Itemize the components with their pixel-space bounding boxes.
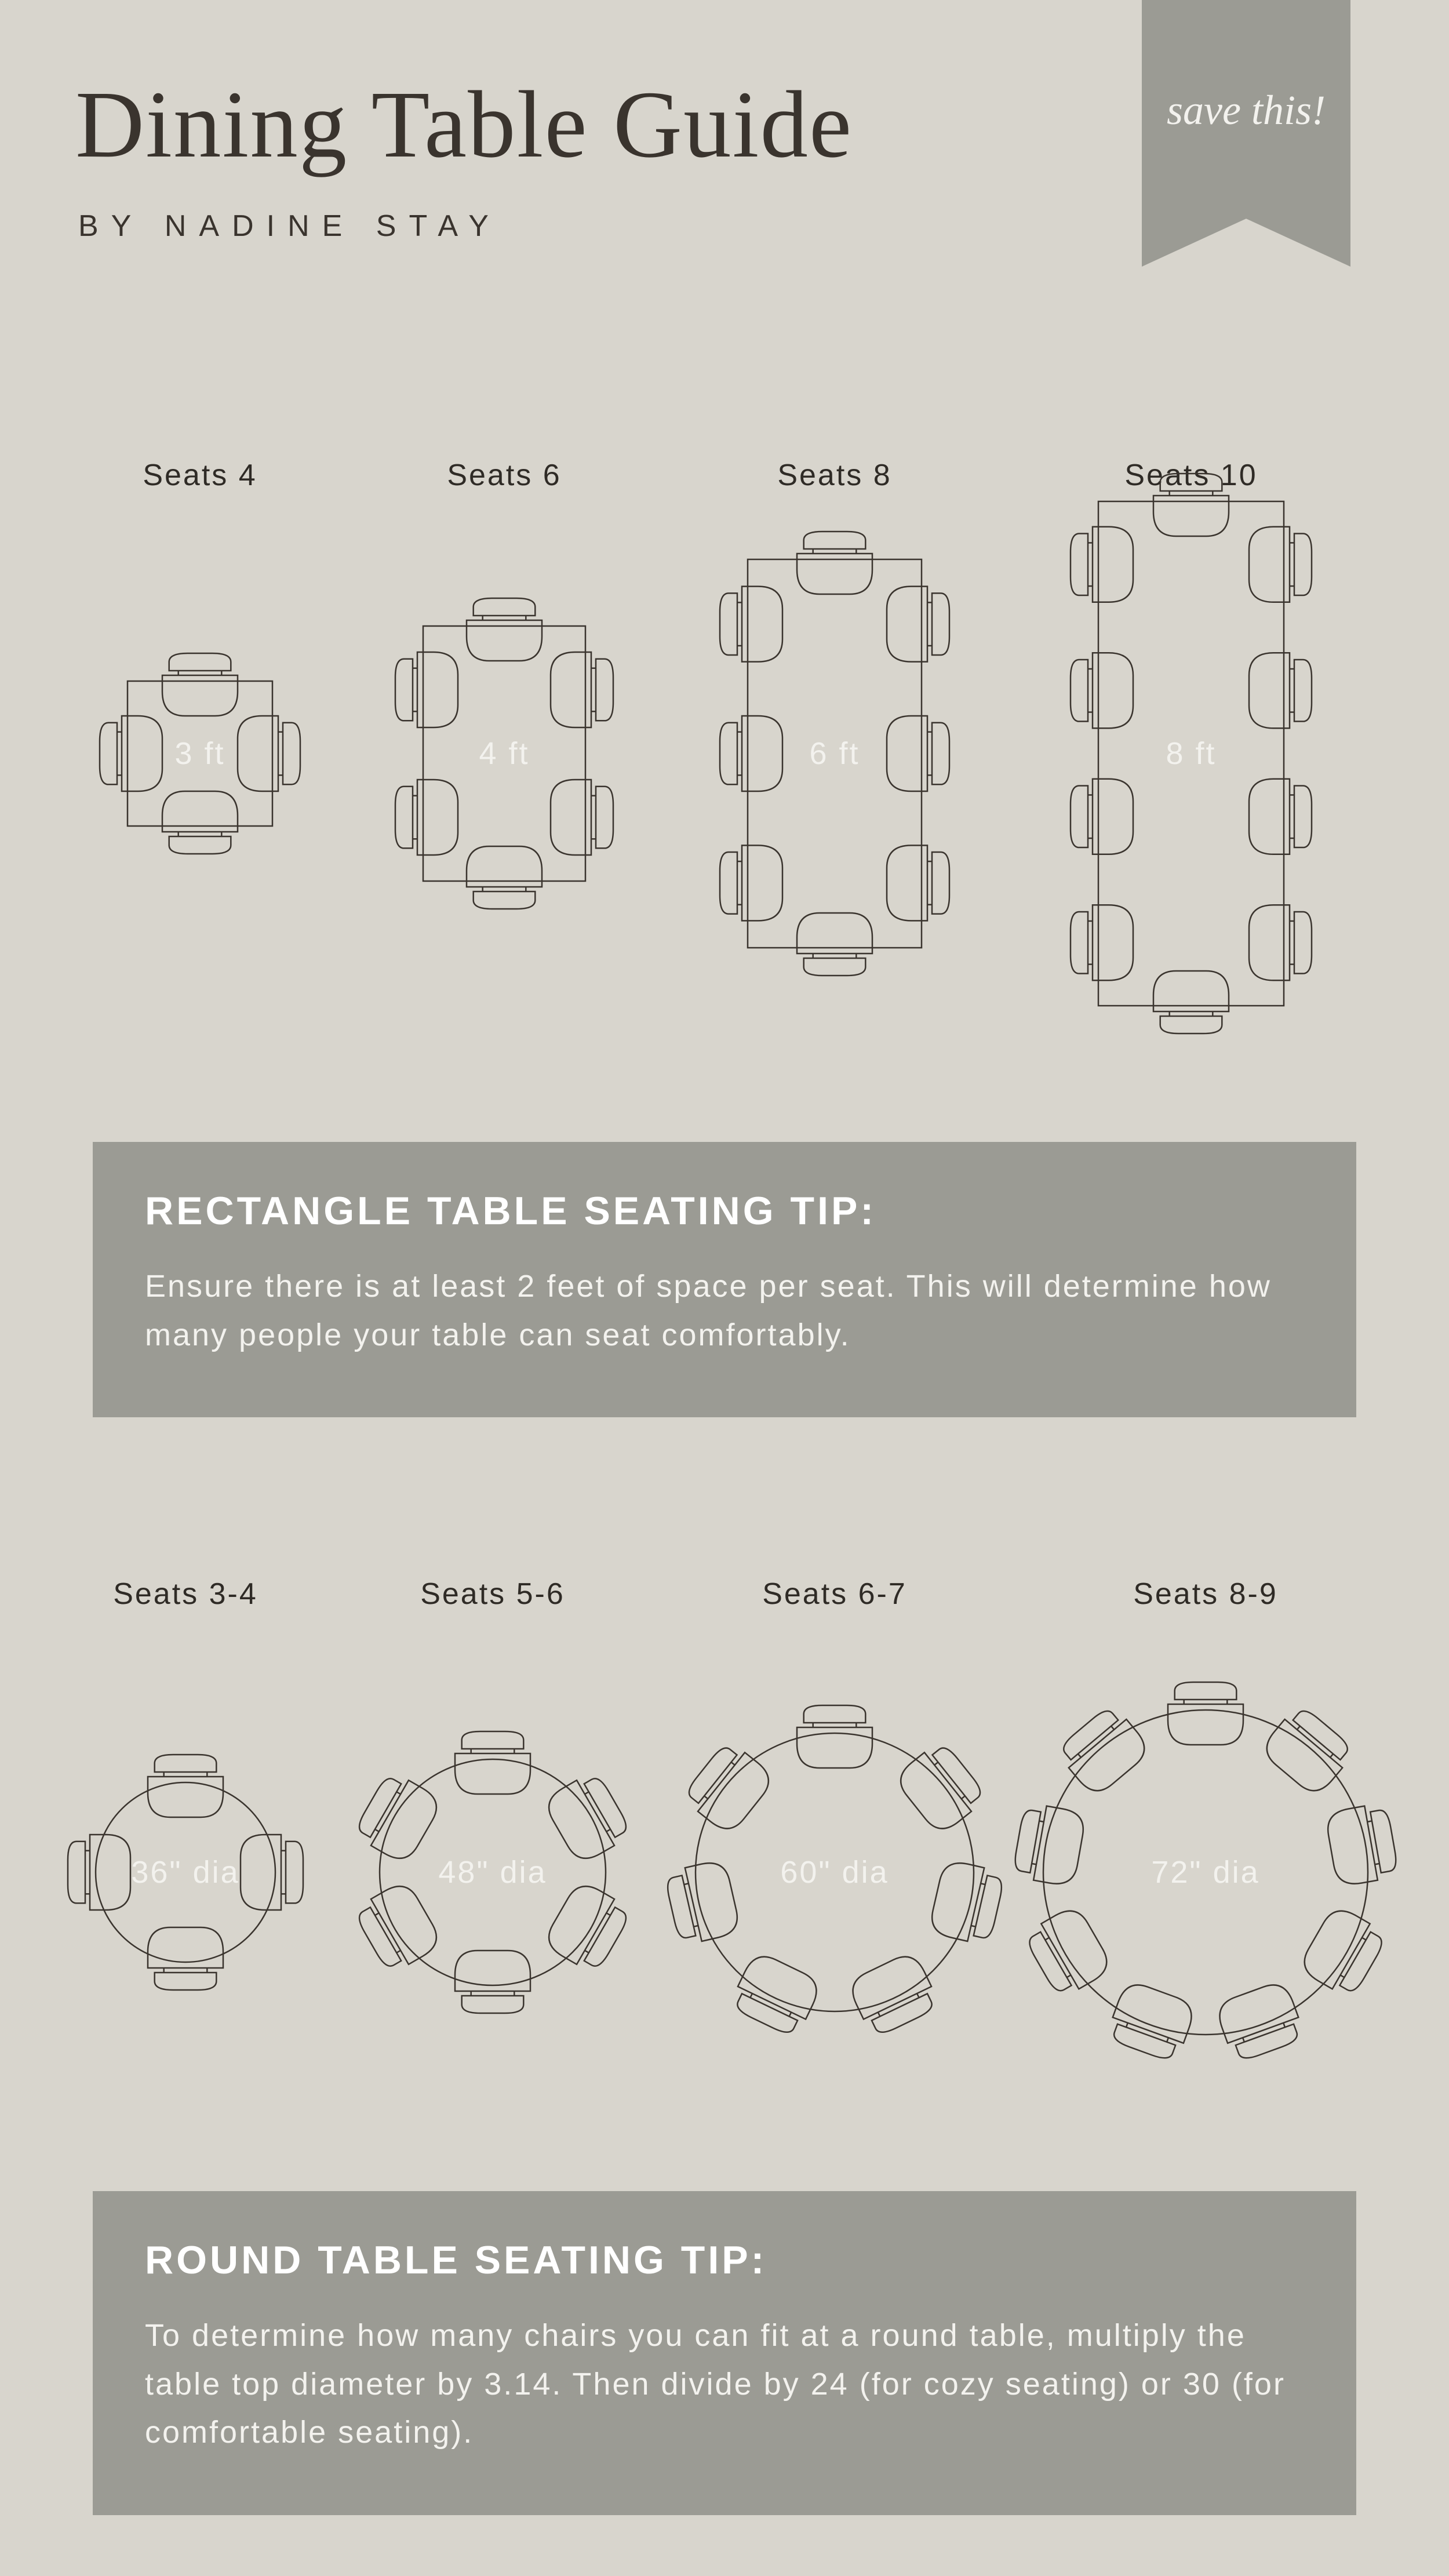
chair-icon — [887, 587, 949, 662]
chair-icon — [395, 780, 458, 855]
chair-icon — [797, 1705, 872, 1768]
page-title: Dining Table Guide — [75, 70, 853, 180]
chair-icon — [1071, 527, 1133, 602]
round-table-label: Seats 5-6 — [342, 1577, 643, 1611]
chair-icon — [1071, 653, 1133, 728]
rect-table-dimension: 8 ft — [1166, 736, 1216, 772]
round-tip-body: To determine how many chairs you can fit… — [145, 2312, 1304, 2457]
rectangle-tip-title: RECTANGLE TABLE SEATING TIP: — [145, 1188, 1304, 1234]
chair-icon — [1012, 1802, 1087, 1887]
round-table-dimension: 48" dia — [438, 1854, 547, 1890]
rect-table-dimension: 6 ft — [809, 736, 860, 772]
chair-icon — [720, 587, 782, 662]
round-table-dimension: 36" dia — [131, 1854, 239, 1890]
rectangle-tip-body: Ensure there is at least 2 feet of space… — [145, 1262, 1304, 1359]
chair-icon — [797, 913, 872, 976]
chair-icon — [100, 716, 162, 791]
chair-icon — [1153, 474, 1229, 536]
chair-icon — [551, 652, 613, 727]
chair-icon — [1153, 971, 1229, 1034]
round-table-dimension: 72" dia — [1151, 1854, 1259, 1890]
chair-icon — [467, 598, 542, 661]
chair-icon — [846, 1950, 941, 2039]
chair-icon — [352, 1769, 444, 1866]
chair-icon — [1249, 653, 1312, 728]
chair-icon — [887, 845, 949, 920]
round-table-dimension: 60" dia — [780, 1854, 889, 1890]
chair-icon — [1249, 905, 1312, 980]
rect-table-dimension: 3 ft — [174, 736, 225, 772]
chair-icon — [1324, 1802, 1399, 1887]
chair-icon — [1214, 1980, 1306, 2064]
chair-icon — [162, 653, 238, 716]
rect-table-label: Seats 4 — [49, 458, 351, 493]
chair-icon — [1022, 1904, 1114, 2000]
chair-icon — [238, 716, 300, 791]
ribbon-label: save this! — [1167, 86, 1326, 134]
chair-icon — [728, 1950, 823, 2039]
chair-icon — [720, 845, 782, 920]
chair-icon — [352, 1879, 444, 1975]
chair-icon — [1168, 1682, 1243, 1745]
page-subtitle: BY NADINE STAY — [78, 209, 501, 243]
chair-icon — [1297, 1904, 1389, 2000]
chair-icon — [551, 780, 613, 855]
rect-table-label: Seats 6 — [354, 458, 655, 493]
chair-icon — [395, 652, 458, 727]
round-tip-title: ROUND TABLE SEATING TIP: — [145, 2237, 1304, 2283]
chair-icon — [1249, 527, 1312, 602]
chair-icon — [467, 846, 542, 909]
round-table-label: Seats 3-4 — [35, 1577, 336, 1611]
rectangle-tip-box: RECTANGLE TABLE SEATING TIP: Ensure ther… — [93, 1142, 1356, 1417]
chair-icon — [1249, 779, 1312, 854]
save-ribbon: save this! — [1142, 0, 1350, 267]
chair-icon — [720, 716, 782, 791]
rect-table-dimension: 4 ft — [479, 736, 529, 772]
chair-icon — [887, 716, 949, 791]
chair-icon — [1071, 779, 1133, 854]
chair-icon — [664, 1859, 741, 1946]
chair-icon — [1071, 905, 1133, 980]
round-tip-box: ROUND TABLE SEATING TIP: To determine ho… — [93, 2191, 1356, 2515]
chair-icon — [797, 532, 872, 594]
chair-icon — [162, 791, 238, 854]
chair-icon — [1105, 1980, 1197, 2064]
